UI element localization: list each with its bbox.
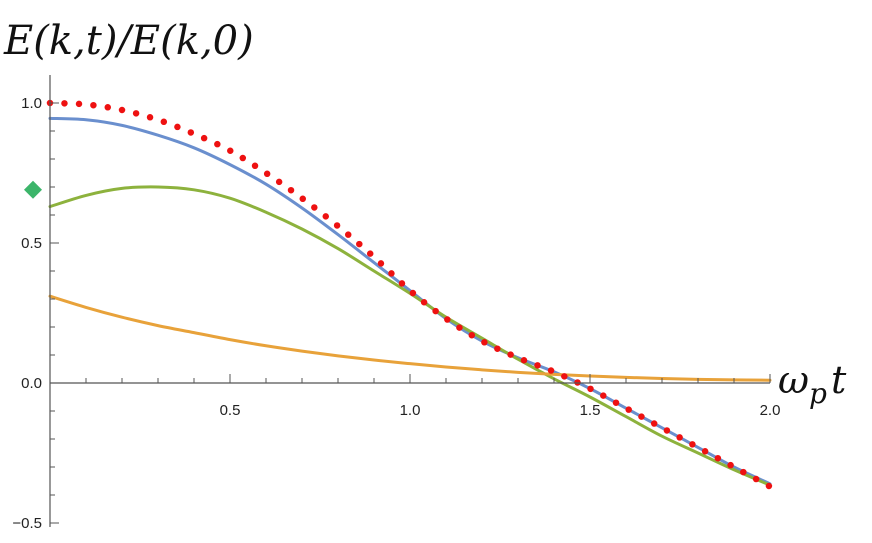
diamond-marker-0 [24,180,42,199]
axes-layer [49,75,771,527]
x-tick-label: 1.0 [400,402,421,419]
y-tick-label: 0.0 [21,375,42,392]
x-tick-label: 2.0 [760,402,781,419]
series-line-1 [48,185,772,487]
labels-layer: 0.5 1.0 1.5 2.0 −0.5 0.0 0.5 1.0 E(k,t)/E(k,0) ωp… [3,18,847,532]
series-line-dotted-3 [46,99,774,490]
x-tick-label: 1.5 [580,402,601,419]
series-line-0 [48,116,772,486]
series-layer [24,99,774,490]
x-axis-title: ωp t [778,358,847,410]
x-tick-label: 0.5 [220,402,241,419]
y-axis-title: E(k,t)/E(k,0) [3,18,254,64]
y-tick-label: 1.0 [21,95,42,112]
y-tick-label: −0.5 [12,515,42,532]
series-line-2 [48,294,772,382]
y-tick-label: 0.5 [21,235,42,252]
